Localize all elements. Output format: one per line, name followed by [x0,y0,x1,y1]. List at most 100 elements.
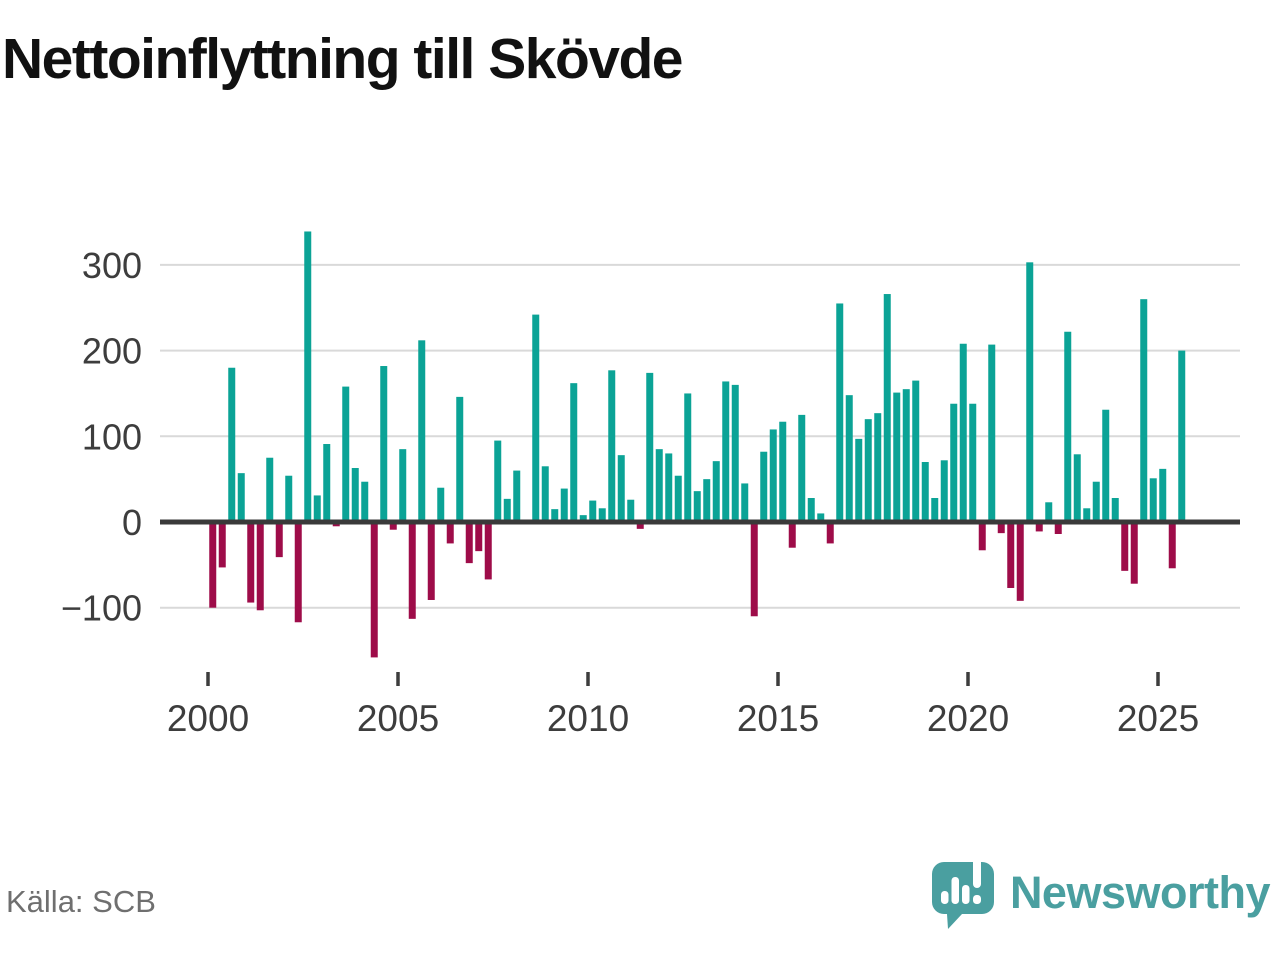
bar [513,470,521,522]
bar [1026,262,1034,522]
bar [693,491,701,522]
y-axis-tick-label: 300 [82,245,142,286]
x-axis-tick-label: 2010 [547,698,629,739]
y-axis-tick-label: 100 [82,416,142,457]
bar [893,392,901,522]
bar [931,498,939,522]
bar [1159,468,1167,522]
x-axis-tick-label: 2005 [357,698,439,739]
source-label: Källa: SCB [6,884,156,919]
bar [969,403,977,522]
bar [598,508,606,522]
bar-chart: 300 200 100 0 −100 2000 2005 2010 2015 2020 2025 [61,231,1240,739]
bar [769,429,777,522]
bar [703,479,711,522]
bar [370,522,378,658]
bar [750,522,758,617]
bar [560,488,568,522]
bar [275,522,283,558]
bar [1064,331,1072,522]
bar [912,380,920,522]
bar [503,498,511,522]
bar [465,522,473,564]
bar [665,453,673,522]
bar [864,419,872,522]
bar [1121,522,1129,571]
bar [256,522,264,611]
bar [494,440,502,522]
bar [741,483,749,522]
bar [399,449,407,522]
bar [731,384,739,522]
y-axis-tick-label: −100 [61,588,142,629]
bar [817,513,825,522]
bar [427,522,435,600]
bar [579,515,587,522]
bar [826,522,834,544]
bar [1016,522,1024,601]
bar [1178,350,1186,522]
y-axis-tick-label: 0 [122,502,142,543]
bar [475,522,483,552]
newsworthy-logo-text: Newsworthy [1009,867,1271,918]
bar [608,370,616,522]
newsworthy-logo-icon [931,857,994,929]
bar [997,522,1005,534]
bar [304,231,312,523]
bar [228,367,236,522]
x-axis-tick-label: 2025 [1117,698,1199,739]
bar [978,522,986,551]
bar [674,475,682,522]
bar [294,522,302,623]
bar [807,498,815,522]
bar [313,495,321,522]
bar [532,314,540,522]
bar [247,522,255,603]
bar [1149,478,1157,522]
bar [351,468,359,522]
bar [722,381,730,522]
bar [1092,481,1100,522]
bar [589,500,597,522]
bar [1102,409,1110,522]
bar [209,522,217,608]
bar [551,509,559,522]
bar [456,396,464,522]
bar [855,438,863,522]
bar [1140,299,1148,522]
bar [389,522,397,530]
bar [760,451,768,522]
chart-title: Nettoinflyttning till Skövde [2,27,684,91]
bar [1083,508,1091,522]
bar [484,522,492,580]
bar [408,522,416,619]
bar [655,449,663,522]
bar [541,466,549,522]
bar [418,340,426,522]
bar [218,522,226,568]
bar [636,522,644,529]
bar [959,343,967,522]
bar [950,403,958,522]
bar [798,414,806,522]
bar [437,487,445,522]
bar [874,413,882,522]
bar [845,395,853,522]
x-axis-tick-label: 2015 [737,698,819,739]
bar [446,522,454,544]
bar [1035,522,1043,532]
bar [237,473,245,522]
bar [779,421,787,522]
bar [883,294,891,522]
bar [342,386,350,522]
y-axis-tick-label: 200 [82,331,142,372]
x-axis-tick-label: 2020 [927,698,1009,739]
x-axis-tick-label: 2000 [167,698,249,739]
bar [266,457,274,522]
newsworthy-logo: Newsworthy [930,856,1271,930]
bar [1007,522,1015,588]
bar [380,366,388,522]
bar [627,499,635,522]
bar [1054,522,1062,534]
bar [988,344,996,522]
